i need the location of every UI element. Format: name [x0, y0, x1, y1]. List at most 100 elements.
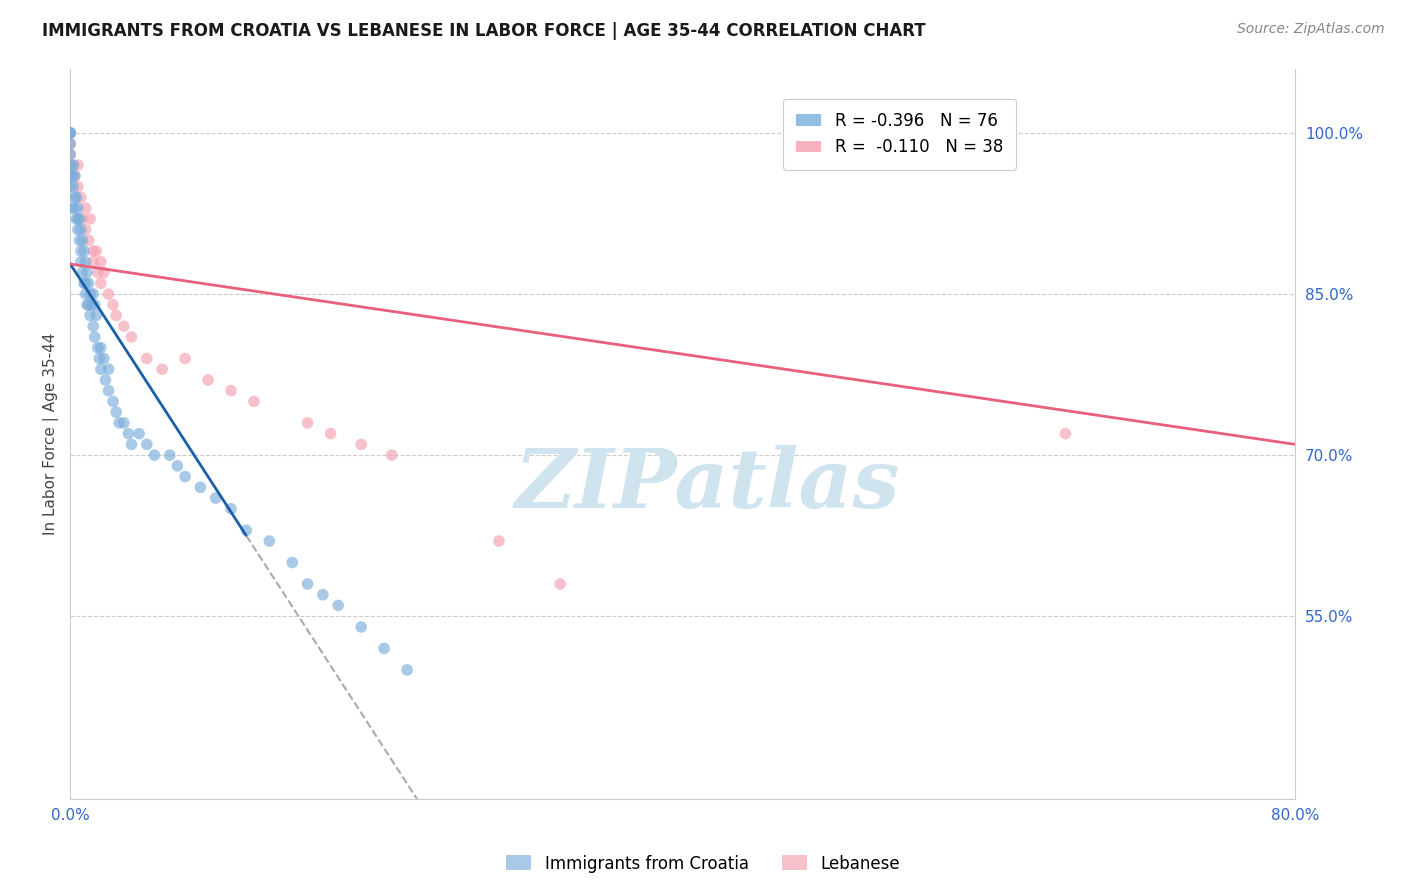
Point [80, 298, 103, 312]
Point [66, 201, 89, 215]
Point [105, 405, 128, 419]
Point [62, 179, 84, 194]
Point [82, 319, 104, 334]
Point [121, 437, 143, 451]
Point [59, 147, 82, 161]
Point [281, 556, 304, 570]
Point [82, 244, 104, 258]
Point [66, 211, 89, 226]
Point [66, 179, 89, 194]
Point [66, 158, 89, 172]
Point [67, 211, 90, 226]
Point [112, 319, 135, 334]
Point [72, 233, 94, 247]
Point [548, 577, 571, 591]
Point [97, 287, 120, 301]
Point [101, 394, 124, 409]
Point [79, 287, 101, 301]
Point [72, 266, 94, 280]
Point [73, 277, 96, 291]
Point [112, 416, 135, 430]
Point [63, 190, 86, 204]
Point [83, 330, 105, 344]
Point [117, 426, 139, 441]
Point [72, 211, 94, 226]
Point [59, 126, 82, 140]
Point [59, 136, 82, 151]
Point [75, 287, 97, 301]
Point [121, 330, 143, 344]
Point [76, 298, 98, 312]
Point [166, 458, 188, 473]
Y-axis label: In Labor Force | Age 35-44: In Labor Force | Age 35-44 [44, 333, 59, 535]
Point [59, 136, 82, 151]
Point [65, 211, 87, 226]
Text: ZIPatlas: ZIPatlas [515, 445, 900, 524]
Text: Source: ZipAtlas.com: Source: ZipAtlas.com [1237, 22, 1385, 37]
Legend: Immigrants from Croatia, Lebanese: Immigrants from Croatia, Lebanese [499, 848, 907, 880]
Point [135, 437, 157, 451]
Point [59, 158, 82, 172]
Point [488, 534, 510, 549]
Point [62, 158, 84, 172]
Point [381, 448, 404, 462]
Point [59, 169, 82, 183]
Point [75, 201, 97, 215]
Point [150, 362, 173, 376]
Point [128, 426, 150, 441]
Point [60, 169, 83, 183]
Point [108, 416, 131, 430]
Point [82, 287, 104, 301]
Point [197, 373, 219, 387]
Point [67, 233, 90, 247]
Point [204, 491, 226, 505]
Point [76, 266, 98, 280]
Point [63, 169, 86, 183]
Point [90, 341, 112, 355]
Point [59, 126, 82, 140]
Point [328, 599, 350, 613]
Point [90, 277, 112, 291]
Point [59, 126, 82, 140]
Point [101, 298, 124, 312]
Point [350, 437, 373, 451]
Point [97, 384, 120, 398]
Point [143, 448, 166, 462]
Point [63, 169, 86, 183]
Point [75, 277, 97, 291]
Point [87, 266, 110, 280]
Point [135, 351, 157, 366]
Point [97, 362, 120, 376]
Point [396, 663, 419, 677]
Point [89, 351, 111, 366]
Point [312, 588, 335, 602]
Point [297, 577, 319, 591]
Text: IMMIGRANTS FROM CROATIA VS LEBANESE IN LABOR FORCE | AGE 35-44 CORRELATION CHART: IMMIGRANTS FROM CROATIA VS LEBANESE IN L… [42, 22, 925, 40]
Point [259, 534, 281, 549]
Point [90, 362, 112, 376]
Point [297, 416, 319, 430]
Point [70, 190, 93, 204]
Point [174, 351, 197, 366]
Point [83, 298, 105, 312]
Point [59, 126, 82, 140]
Point [94, 373, 117, 387]
Point [87, 341, 110, 355]
Point [174, 469, 197, 483]
Point [60, 201, 83, 215]
Point [73, 244, 96, 258]
Point [373, 641, 395, 656]
Point [82, 255, 104, 269]
Point [70, 222, 93, 236]
Point [77, 277, 100, 291]
Point [159, 448, 181, 462]
Point [62, 158, 84, 172]
Point [93, 351, 115, 366]
Point [190, 480, 212, 494]
Point [66, 222, 89, 236]
Point [70, 244, 93, 258]
Point [65, 190, 87, 204]
Point [90, 255, 112, 269]
Point [70, 255, 93, 269]
Point [243, 394, 266, 409]
